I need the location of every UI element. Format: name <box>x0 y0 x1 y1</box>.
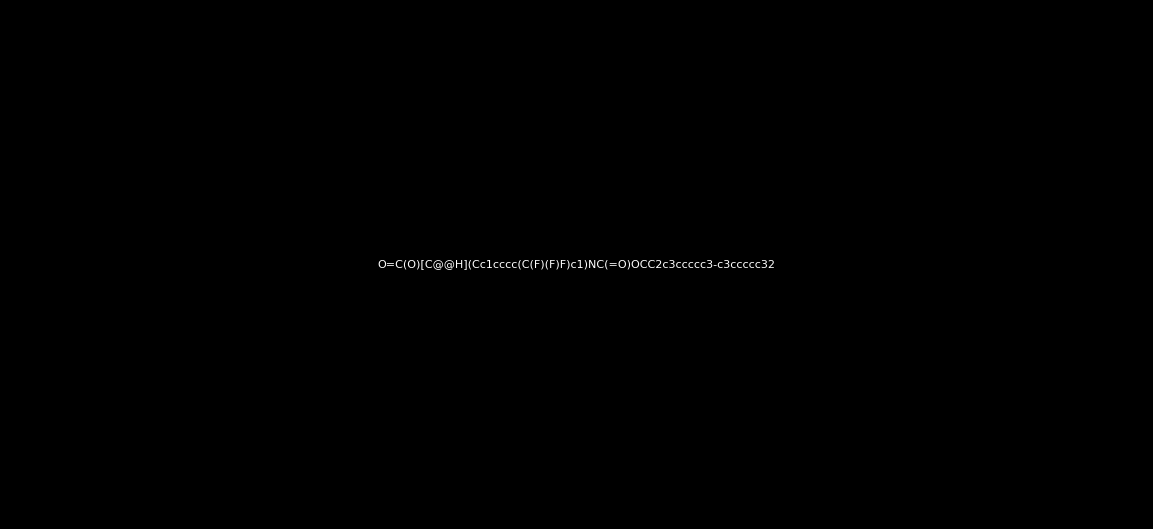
Text: O=C(O)[C@@H](Cc1cccc(C(F)(F)F)c1)NC(=O)OCC2c3ccccc3-c3ccccc32: O=C(O)[C@@H](Cc1cccc(C(F)(F)F)c1)NC(=O)O… <box>377 260 776 269</box>
